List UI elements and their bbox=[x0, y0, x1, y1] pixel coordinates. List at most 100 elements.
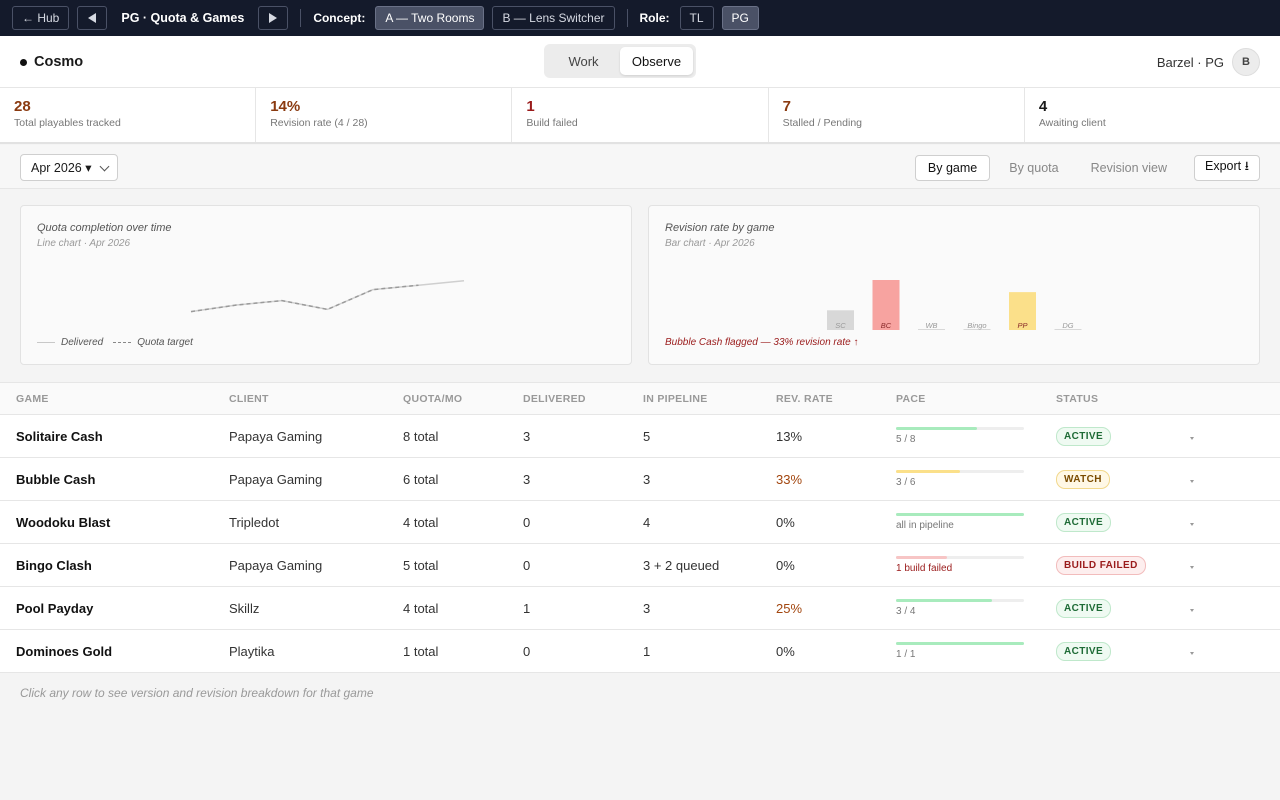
cell-quota: 4 total bbox=[403, 600, 439, 616]
table-row[interactable]: Woodoku Blast Tripledot 4 total 0 4 0% all in … bbox=[0, 501, 1280, 544]
quota-chart-card: Quota completion over time Line chart · … bbox=[20, 205, 632, 365]
bar-label: BC bbox=[881, 321, 892, 330]
cell-quota: 1 total bbox=[403, 643, 439, 659]
column-header-delivered[interactable]: DELIVERED bbox=[523, 392, 586, 405]
concept-b-button[interactable]: B — Lens Switcher bbox=[492, 6, 615, 30]
month-select[interactable]: Apr 2026 ▾ bbox=[20, 154, 118, 181]
cell-status: BUILD FAILED bbox=[1056, 555, 1190, 575]
status-badge: ACTIVE bbox=[1056, 513, 1112, 532]
pace-text: 3 / 4 bbox=[896, 606, 916, 617]
bar-wb[interactable] bbox=[918, 329, 945, 330]
cell-pipeline: 3 bbox=[643, 471, 651, 487]
kpi-total-playables: 28 Total playables tracked bbox=[0, 88, 257, 142]
row-expand[interactable] bbox=[1190, 513, 1280, 531]
caret-down-icon bbox=[1190, 523, 1194, 526]
tab-revision-view[interactable]: Revision view bbox=[1090, 160, 1168, 175]
mode-switcher: Work Observe bbox=[544, 44, 696, 78]
brand-name: Cosmo bbox=[34, 54, 84, 70]
row-expand[interactable] bbox=[1190, 642, 1280, 660]
cell-pipeline: 1 bbox=[643, 643, 651, 659]
card-subtitle: Bar chart · Apr 2026 bbox=[665, 238, 755, 249]
divider bbox=[300, 9, 302, 27]
pace-fill bbox=[896, 599, 992, 602]
pace-text: 3 / 6 bbox=[896, 477, 916, 488]
table-row[interactable]: Dominoes Gold Playtika 1 total 0 1 0% 1 / 1 ACT… bbox=[0, 630, 1280, 673]
concept-a-button[interactable]: A — Two Rooms bbox=[375, 6, 485, 30]
bar-sc[interactable] bbox=[827, 310, 854, 330]
mode-observe-tab[interactable]: Observe bbox=[620, 47, 693, 75]
view-tabs: By game By quota Revision view Export ⭳ bbox=[914, 154, 1260, 181]
hub-button[interactable]: ← Hub bbox=[12, 6, 70, 30]
cell-pipeline: 3 + 2 queued bbox=[643, 557, 720, 573]
row-expand[interactable] bbox=[1190, 599, 1280, 617]
cell-rev-rate: 0% bbox=[776, 514, 795, 530]
bar-dg[interactable] bbox=[1054, 329, 1082, 330]
cell-game: Bubble Cash bbox=[16, 471, 96, 487]
cell-status: WATCH bbox=[1056, 469, 1190, 489]
column-header-pipeline[interactable]: IN PIPELINE bbox=[643, 392, 708, 405]
column-header-quota[interactable]: QUOTA/MO bbox=[403, 392, 463, 405]
caret-down-icon bbox=[1190, 566, 1194, 569]
avatar[interactable]: B bbox=[1232, 48, 1260, 76]
bar-pp[interactable] bbox=[1009, 292, 1036, 330]
cell-delivered: 1 bbox=[523, 600, 531, 616]
column-header-client[interactable]: CLIENT bbox=[229, 392, 269, 405]
column-header-rev-rate[interactable]: REV. RATE bbox=[776, 392, 833, 405]
dashed-line-icon bbox=[113, 342, 132, 343]
user-menu[interactable]: Barzel · PG B bbox=[1157, 36, 1260, 88]
cell-pace: 3 / 4 bbox=[896, 599, 1056, 617]
series-line-delivered bbox=[190, 280, 465, 313]
table-row[interactable]: Solitaire Cash Papaya Gaming 8 total 3 5 13% 5… bbox=[0, 415, 1280, 458]
role-pg-button[interactable]: PG bbox=[721, 6, 759, 30]
kpi-revision-rate: 14% Revision rate (4 / 28) bbox=[256, 88, 513, 142]
row-expand[interactable] bbox=[1190, 556, 1280, 574]
cell-rev-rate: 33% bbox=[776, 471, 803, 487]
pace-bar bbox=[896, 513, 1024, 516]
cell-pace: 5 / 8 bbox=[896, 427, 1056, 445]
cell-game: Woodoku Blast bbox=[16, 514, 111, 530]
cell-status: ACTIVE bbox=[1056, 426, 1190, 446]
page-title: PG · Quota & Games bbox=[121, 11, 245, 25]
mode-work-tab[interactable]: Work bbox=[568, 53, 599, 69]
kpi-build-failed: 1 Build failed bbox=[512, 88, 769, 142]
cell-client: Skillz bbox=[229, 600, 260, 616]
column-header-pace[interactable]: PACE bbox=[896, 392, 926, 405]
table-row[interactable]: Bingo Clash Papaya Gaming 5 total 0 3 + 2 qu… bbox=[0, 544, 1280, 587]
card-title: Quota completion over time bbox=[37, 222, 172, 234]
row-expand[interactable] bbox=[1190, 470, 1280, 488]
tab-by-game[interactable]: By game bbox=[914, 154, 991, 181]
row-expand[interactable] bbox=[1190, 427, 1280, 445]
filter-toolbar: Apr 2026 ▾ By game By quota Revision vie… bbox=[0, 145, 1280, 189]
kpi-value: 28 bbox=[14, 98, 31, 115]
cell-rev-rate: 25% bbox=[776, 600, 803, 616]
bar-bc[interactable] bbox=[872, 280, 900, 330]
tab-by-quota[interactable]: By quota bbox=[1009, 160, 1059, 175]
card-subtitle: Line chart · Apr 2026 bbox=[37, 238, 131, 249]
kpi-strip: 28 Total playables tracked 14% Revision … bbox=[0, 88, 1280, 144]
bar-bingo[interactable] bbox=[963, 329, 991, 330]
brand: Cosmo bbox=[20, 36, 83, 88]
cell-pace: all in pipeline bbox=[896, 513, 1056, 531]
cell-status: ACTIVE bbox=[1056, 598, 1190, 618]
cell-pace: 1 build failed bbox=[896, 556, 1056, 574]
export-button[interactable]: Export ⭳ bbox=[1194, 154, 1260, 181]
cell-client: Tripledot bbox=[229, 514, 280, 530]
column-header-status[interactable]: STATUS bbox=[1056, 392, 1099, 405]
bar-label: SC bbox=[835, 321, 846, 330]
status-badge: ACTIVE bbox=[1056, 427, 1112, 446]
caret-down-icon bbox=[1190, 652, 1194, 655]
concept-label: Concept: bbox=[313, 11, 366, 25]
prev-button[interactable] bbox=[77, 6, 108, 30]
table-row[interactable]: Pool Payday Skillz 4 total 1 3 25% 3 / 4 ACTIVE bbox=[0, 587, 1280, 630]
column-header-game[interactable]: GAME bbox=[16, 392, 49, 405]
revision-flag-text: Bubble Cash flagged — 33% revision rate … bbox=[665, 337, 859, 348]
cell-pipeline: 5 bbox=[643, 428, 651, 444]
status-badge: ACTIVE bbox=[1056, 642, 1112, 661]
next-button[interactable] bbox=[258, 6, 289, 30]
cell-delivered: 3 bbox=[523, 471, 531, 487]
pace-fill bbox=[896, 642, 1024, 645]
role-tl-button[interactable]: TL bbox=[679, 6, 714, 30]
cell-quota: 5 total bbox=[403, 557, 439, 573]
table-row[interactable]: Bubble Cash Papaya Gaming 6 total 3 3 33% 3 / … bbox=[0, 458, 1280, 501]
table-header: GAME CLIENT QUOTA/MO DELIVERED IN PIPELI… bbox=[0, 382, 1280, 415]
